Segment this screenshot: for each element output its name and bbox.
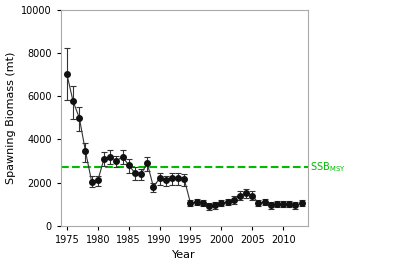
- Y-axis label: Spawning Biomass (mt): Spawning Biomass (mt): [6, 52, 16, 184]
- X-axis label: Year: Year: [172, 251, 196, 260]
- Text: SSB$_{\mathregular{MSY}}$: SSB$_{\mathregular{MSY}}$: [310, 161, 346, 174]
